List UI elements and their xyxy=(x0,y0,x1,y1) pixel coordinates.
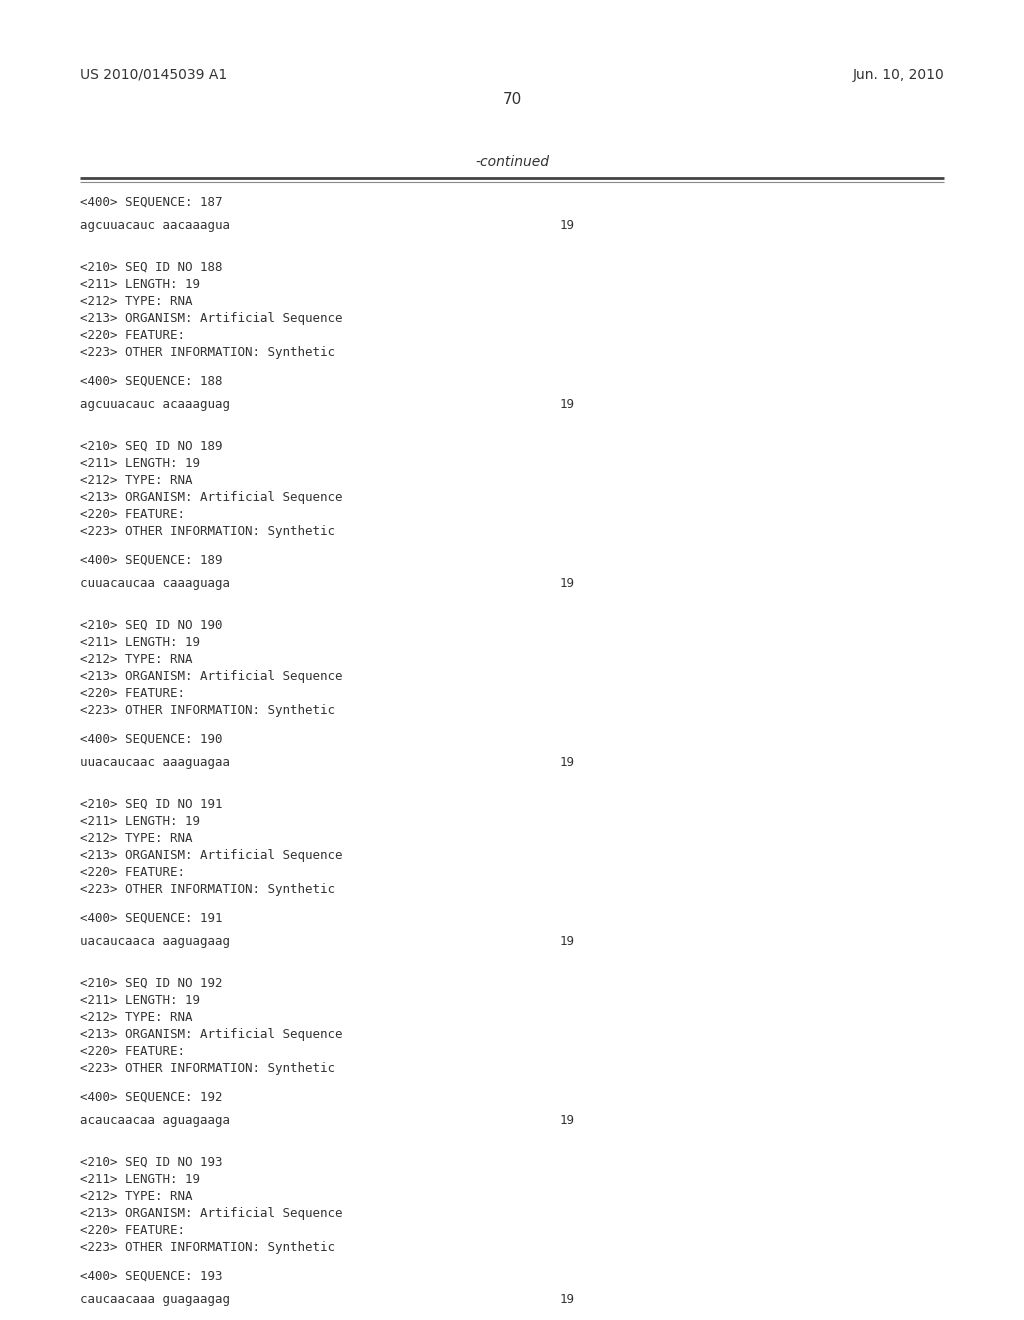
Text: <213> ORGANISM: Artificial Sequence: <213> ORGANISM: Artificial Sequence xyxy=(80,1028,342,1041)
Text: uuacaucaac aaaguagaa: uuacaucaac aaaguagaa xyxy=(80,756,230,770)
Text: <211> LENGTH: 19: <211> LENGTH: 19 xyxy=(80,279,200,290)
Text: <400> SEQUENCE: 191: <400> SEQUENCE: 191 xyxy=(80,912,222,925)
Text: caucaacaaa guagaagag: caucaacaaa guagaagag xyxy=(80,1294,230,1305)
Text: uacaucaaca aaguagaag: uacaucaaca aaguagaag xyxy=(80,935,230,948)
Text: <213> ORGANISM: Artificial Sequence: <213> ORGANISM: Artificial Sequence xyxy=(80,671,342,682)
Text: <220> FEATURE:: <220> FEATURE: xyxy=(80,1045,185,1059)
Text: 19: 19 xyxy=(560,219,575,232)
Text: <220> FEATURE:: <220> FEATURE: xyxy=(80,329,185,342)
Text: <400> SEQUENCE: 192: <400> SEQUENCE: 192 xyxy=(80,1092,222,1104)
Text: 70: 70 xyxy=(503,92,521,107)
Text: 19: 19 xyxy=(560,1294,575,1305)
Text: <223> OTHER INFORMATION: Synthetic: <223> OTHER INFORMATION: Synthetic xyxy=(80,883,335,896)
Text: <400> SEQUENCE: 193: <400> SEQUENCE: 193 xyxy=(80,1270,222,1283)
Text: <220> FEATURE:: <220> FEATURE: xyxy=(80,866,185,879)
Text: <400> SEQUENCE: 188: <400> SEQUENCE: 188 xyxy=(80,375,222,388)
Text: 19: 19 xyxy=(560,577,575,590)
Text: <210> SEQ ID NO 189: <210> SEQ ID NO 189 xyxy=(80,440,222,453)
Text: <212> TYPE: RNA: <212> TYPE: RNA xyxy=(80,1191,193,1203)
Text: Jun. 10, 2010: Jun. 10, 2010 xyxy=(852,69,944,82)
Text: -continued: -continued xyxy=(475,154,549,169)
Text: <400> SEQUENCE: 187: <400> SEQUENCE: 187 xyxy=(80,195,222,209)
Text: agcuuacauc acaaaguag: agcuuacauc acaaaguag xyxy=(80,399,230,411)
Text: <211> LENGTH: 19: <211> LENGTH: 19 xyxy=(80,636,200,649)
Text: 19: 19 xyxy=(560,756,575,770)
Text: <211> LENGTH: 19: <211> LENGTH: 19 xyxy=(80,814,200,828)
Text: agcuuacauc aacaaagua: agcuuacauc aacaaagua xyxy=(80,219,230,232)
Text: <400> SEQUENCE: 189: <400> SEQUENCE: 189 xyxy=(80,554,222,568)
Text: <211> LENGTH: 19: <211> LENGTH: 19 xyxy=(80,994,200,1007)
Text: <223> OTHER INFORMATION: Synthetic: <223> OTHER INFORMATION: Synthetic xyxy=(80,704,335,717)
Text: <212> TYPE: RNA: <212> TYPE: RNA xyxy=(80,474,193,487)
Text: <223> OTHER INFORMATION: Synthetic: <223> OTHER INFORMATION: Synthetic xyxy=(80,1241,335,1254)
Text: <220> FEATURE:: <220> FEATURE: xyxy=(80,686,185,700)
Text: 19: 19 xyxy=(560,935,575,948)
Text: 19: 19 xyxy=(560,1114,575,1127)
Text: <211> LENGTH: 19: <211> LENGTH: 19 xyxy=(80,457,200,470)
Text: <210> SEQ ID NO 191: <210> SEQ ID NO 191 xyxy=(80,799,222,810)
Text: <212> TYPE: RNA: <212> TYPE: RNA xyxy=(80,832,193,845)
Text: <223> OTHER INFORMATION: Synthetic: <223> OTHER INFORMATION: Synthetic xyxy=(80,1063,335,1074)
Text: <220> FEATURE:: <220> FEATURE: xyxy=(80,508,185,521)
Text: <213> ORGANISM: Artificial Sequence: <213> ORGANISM: Artificial Sequence xyxy=(80,849,342,862)
Text: <210> SEQ ID NO 190: <210> SEQ ID NO 190 xyxy=(80,619,222,632)
Text: <400> SEQUENCE: 190: <400> SEQUENCE: 190 xyxy=(80,733,222,746)
Text: acaucaacaa aguagaaga: acaucaacaa aguagaaga xyxy=(80,1114,230,1127)
Text: US 2010/0145039 A1: US 2010/0145039 A1 xyxy=(80,69,227,82)
Text: <210> SEQ ID NO 193: <210> SEQ ID NO 193 xyxy=(80,1156,222,1170)
Text: <212> TYPE: RNA: <212> TYPE: RNA xyxy=(80,294,193,308)
Text: <212> TYPE: RNA: <212> TYPE: RNA xyxy=(80,653,193,667)
Text: <213> ORGANISM: Artificial Sequence: <213> ORGANISM: Artificial Sequence xyxy=(80,1206,342,1220)
Text: <210> SEQ ID NO 192: <210> SEQ ID NO 192 xyxy=(80,977,222,990)
Text: 19: 19 xyxy=(560,399,575,411)
Text: cuuacaucaa caaaguaga: cuuacaucaa caaaguaga xyxy=(80,577,230,590)
Text: <212> TYPE: RNA: <212> TYPE: RNA xyxy=(80,1011,193,1024)
Text: <213> ORGANISM: Artificial Sequence: <213> ORGANISM: Artificial Sequence xyxy=(80,312,342,325)
Text: <223> OTHER INFORMATION: Synthetic: <223> OTHER INFORMATION: Synthetic xyxy=(80,525,335,539)
Text: <220> FEATURE:: <220> FEATURE: xyxy=(80,1224,185,1237)
Text: <213> ORGANISM: Artificial Sequence: <213> ORGANISM: Artificial Sequence xyxy=(80,491,342,504)
Text: <223> OTHER INFORMATION: Synthetic: <223> OTHER INFORMATION: Synthetic xyxy=(80,346,335,359)
Text: <211> LENGTH: 19: <211> LENGTH: 19 xyxy=(80,1173,200,1185)
Text: <210> SEQ ID NO 188: <210> SEQ ID NO 188 xyxy=(80,261,222,275)
